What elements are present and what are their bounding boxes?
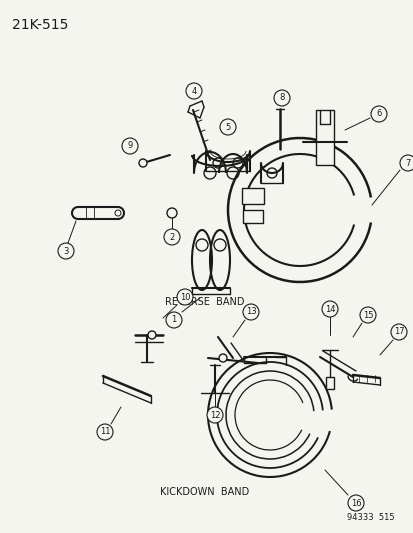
Text: 10: 10 xyxy=(179,293,190,302)
Circle shape xyxy=(147,331,156,339)
Circle shape xyxy=(177,289,192,305)
Text: 16: 16 xyxy=(350,498,361,507)
Text: 15: 15 xyxy=(362,311,373,319)
Text: KICKDOWN  BAND: KICKDOWN BAND xyxy=(160,487,249,497)
Circle shape xyxy=(122,138,138,154)
Text: 21K-515: 21K-515 xyxy=(12,18,68,32)
Text: 13: 13 xyxy=(245,308,256,317)
Text: 4: 4 xyxy=(191,86,196,95)
Circle shape xyxy=(219,119,235,135)
Circle shape xyxy=(370,106,386,122)
Circle shape xyxy=(218,354,226,362)
Circle shape xyxy=(185,83,202,99)
Circle shape xyxy=(97,424,113,440)
Circle shape xyxy=(206,407,223,423)
Text: 17: 17 xyxy=(393,327,404,336)
Circle shape xyxy=(164,229,180,245)
Text: 3: 3 xyxy=(63,246,69,255)
Text: 9: 9 xyxy=(127,141,132,150)
Circle shape xyxy=(242,304,259,320)
Text: 8: 8 xyxy=(279,93,284,102)
Text: REVERSE  BAND: REVERSE BAND xyxy=(165,297,244,307)
Circle shape xyxy=(58,243,74,259)
FancyBboxPatch shape xyxy=(242,188,263,204)
FancyBboxPatch shape xyxy=(242,210,262,223)
FancyBboxPatch shape xyxy=(315,110,333,165)
Circle shape xyxy=(273,90,289,106)
Text: 12: 12 xyxy=(209,410,220,419)
Circle shape xyxy=(139,159,147,167)
Circle shape xyxy=(399,155,413,171)
Circle shape xyxy=(347,495,363,511)
Text: 1: 1 xyxy=(171,316,176,325)
Text: 6: 6 xyxy=(375,109,381,118)
Text: 2: 2 xyxy=(169,232,174,241)
Circle shape xyxy=(166,312,182,328)
Text: 14: 14 xyxy=(324,304,335,313)
Circle shape xyxy=(166,208,177,218)
Circle shape xyxy=(359,307,375,323)
Text: 5: 5 xyxy=(225,123,230,132)
Text: 7: 7 xyxy=(404,158,410,167)
Circle shape xyxy=(321,301,337,317)
Text: 94333  515: 94333 515 xyxy=(347,513,394,522)
Text: 11: 11 xyxy=(100,427,110,437)
FancyBboxPatch shape xyxy=(325,377,333,389)
Circle shape xyxy=(390,324,406,340)
